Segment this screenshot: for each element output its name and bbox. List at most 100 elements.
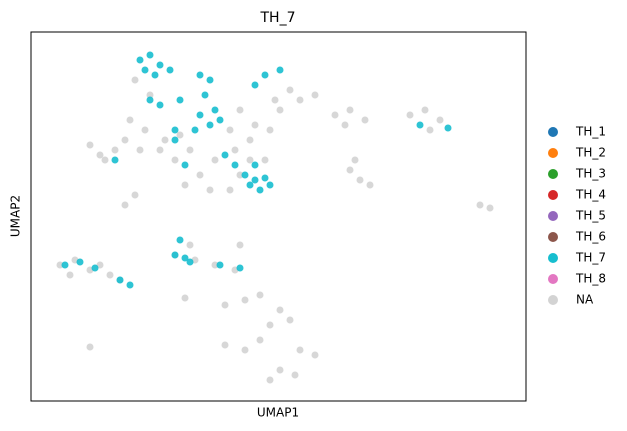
- legend-label: TH_5: [575, 209, 606, 223]
- data-point: [196, 111, 204, 119]
- data-point: [276, 366, 284, 374]
- data-point: [136, 146, 144, 154]
- data-point: [131, 76, 139, 84]
- data-point: [196, 71, 204, 79]
- data-point: [86, 141, 94, 149]
- x-axis-label: UMAP1: [257, 406, 299, 420]
- data-point: [266, 126, 274, 134]
- data-point: [266, 376, 274, 384]
- data-point: [241, 171, 249, 179]
- data-point: [146, 51, 154, 59]
- data-point: [161, 136, 169, 144]
- data-point: [236, 171, 244, 179]
- data-point: [181, 181, 189, 189]
- data-point: [246, 181, 254, 189]
- data-point: [296, 96, 304, 104]
- data-point: [156, 101, 164, 109]
- plot-area: [56, 51, 494, 384]
- data-point: [211, 106, 219, 114]
- data-point: [271, 96, 279, 104]
- data-point: [126, 116, 134, 124]
- data-point: [221, 301, 229, 309]
- data-point: [311, 91, 319, 99]
- data-point: [436, 116, 444, 124]
- legend-marker: [548, 127, 558, 137]
- data-point: [216, 261, 224, 269]
- data-point: [251, 121, 259, 129]
- data-point: [156, 146, 164, 154]
- legend-marker: [548, 148, 558, 158]
- data-point: [276, 66, 284, 74]
- data-point: [196, 171, 204, 179]
- data-point: [261, 174, 269, 182]
- data-point: [216, 116, 224, 124]
- data-point: [181, 254, 189, 262]
- legend-label: TH_3: [575, 167, 606, 181]
- data-point: [236, 241, 244, 249]
- legend-marker: [548, 232, 558, 242]
- data-point: [261, 71, 269, 79]
- chart-title: TH_7: [260, 10, 296, 26]
- data-point: [241, 296, 249, 304]
- data-point: [226, 186, 234, 194]
- data-point: [416, 121, 424, 129]
- data-point: [251, 176, 259, 184]
- legend-label: TH_4: [575, 188, 606, 202]
- data-point: [406, 111, 414, 119]
- data-point: [86, 343, 94, 351]
- data-point: [91, 264, 99, 272]
- data-point: [231, 161, 239, 169]
- data-point: [176, 96, 184, 104]
- data-point: [166, 66, 174, 74]
- data-point: [311, 351, 319, 359]
- legend-label: TH_7: [575, 251, 606, 265]
- data-point: [256, 186, 264, 194]
- data-point: [131, 191, 139, 199]
- data-point: [256, 291, 264, 299]
- data-point: [181, 294, 189, 302]
- data-point: [111, 146, 119, 154]
- data-point: [236, 106, 244, 114]
- data-point: [351, 156, 359, 164]
- legend: TH_1 TH_2 TH_3 TH_4 TH_5 TH_6 TH_7 TH_8 NA: [548, 125, 606, 307]
- data-point: [96, 151, 104, 159]
- data-point: [206, 186, 214, 194]
- legend-label: TH_1: [575, 125, 606, 139]
- data-point: [266, 321, 274, 329]
- data-point: [346, 106, 354, 114]
- data-point: [366, 181, 374, 189]
- data-point: [291, 371, 299, 379]
- data-point: [276, 106, 284, 114]
- data-point: [346, 166, 354, 174]
- legend-marker: [548, 253, 558, 263]
- data-point: [276, 306, 284, 314]
- data-point: [176, 131, 184, 139]
- data-point: [286, 316, 294, 324]
- data-point: [171, 156, 179, 164]
- legend-marker: [548, 274, 558, 284]
- y-axis-label: UMAP2: [9, 195, 23, 237]
- legend-marker: [548, 169, 558, 179]
- data-point: [246, 136, 254, 144]
- data-point: [241, 346, 249, 354]
- data-point: [56, 261, 64, 269]
- data-point: [251, 81, 259, 89]
- data-point: [221, 151, 229, 159]
- data-point: [136, 56, 144, 64]
- data-point: [171, 136, 179, 144]
- data-point: [121, 201, 129, 209]
- data-point: [141, 126, 149, 134]
- data-point: [186, 241, 194, 249]
- plot-frame: [30, 31, 527, 402]
- data-point: [286, 86, 294, 94]
- data-point: [231, 146, 239, 154]
- data-point: [201, 91, 209, 99]
- data-point: [186, 146, 194, 154]
- data-point: [206, 121, 214, 129]
- legend-marker: [548, 190, 558, 200]
- data-point: [121, 136, 129, 144]
- data-point: [261, 156, 269, 164]
- data-point: [486, 204, 494, 212]
- data-point: [206, 76, 214, 84]
